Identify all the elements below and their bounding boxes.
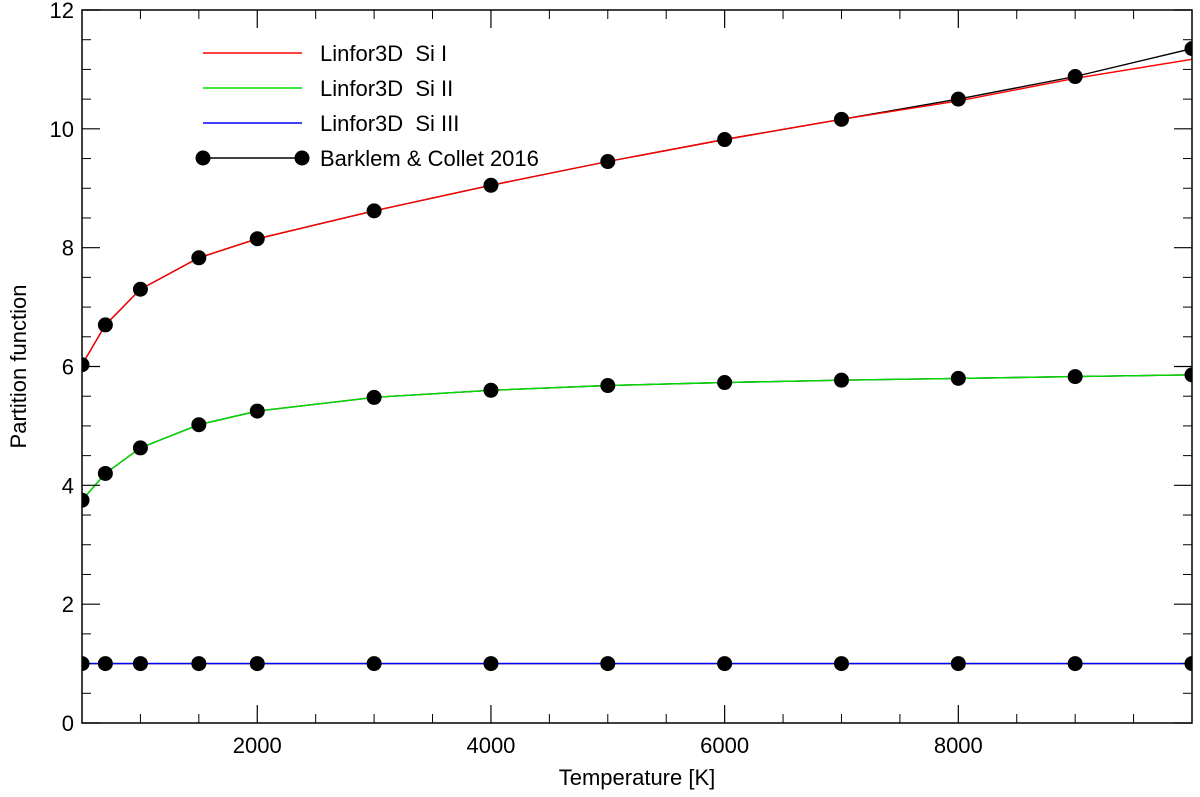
x-tick-label: 2000	[233, 733, 282, 758]
series-line	[82, 374, 1192, 501]
data-point	[366, 389, 382, 405]
data-point	[833, 372, 849, 388]
data-point	[717, 132, 733, 148]
data-point	[97, 465, 113, 481]
series-line	[82, 47, 1192, 366]
y-axis-label: Partition function	[6, 285, 31, 449]
series-line	[82, 58, 1192, 366]
data-point	[950, 656, 966, 672]
legend-marker	[294, 150, 310, 166]
data-point	[717, 656, 733, 672]
series-line	[82, 374, 1192, 501]
y-tick-label: 0	[62, 711, 74, 736]
data-point	[249, 656, 265, 672]
x-tick-label: 4000	[466, 733, 515, 758]
y-tick-label: 4	[62, 473, 74, 498]
data-point	[950, 370, 966, 386]
y-tick-label: 10	[50, 117, 74, 142]
x-tick-label: 6000	[700, 733, 749, 758]
legend-label: Linfor3D Si II	[320, 76, 453, 101]
data-point	[132, 281, 148, 297]
legend-marker	[195, 150, 211, 166]
data-point	[366, 203, 382, 219]
data-point	[1184, 367, 1192, 383]
legend-label: Linfor3D Si I	[320, 41, 447, 66]
data-point	[833, 111, 849, 127]
y-tick-label: 12	[50, 0, 74, 23]
data-point	[600, 656, 616, 672]
data-point	[132, 440, 148, 456]
data-point	[950, 91, 966, 107]
data-point	[82, 357, 90, 373]
data-point	[833, 656, 849, 672]
data-point	[600, 154, 616, 170]
data-point	[82, 492, 90, 508]
data-point	[483, 656, 499, 672]
data-point	[483, 177, 499, 193]
axes: 0 2 4 6 8 10 12 2000 4000 6000 8000	[50, 0, 1192, 758]
data-point	[1067, 69, 1083, 85]
legend: Linfor3D Si I Linfor3D Si II Linfor3D Si I…	[195, 41, 539, 171]
data-point	[717, 375, 733, 391]
legend-label: Linfor3D Si III	[320, 111, 459, 136]
data-point	[1067, 656, 1083, 672]
data-point	[191, 417, 207, 433]
data-point	[191, 250, 207, 266]
data-point	[1067, 369, 1083, 385]
y-tick-label: 8	[62, 236, 74, 261]
y-tick-label: 6	[62, 355, 74, 380]
y-tick-label: 2	[62, 592, 74, 617]
data-point	[1184, 41, 1192, 57]
data-point	[483, 382, 499, 398]
plot-marks	[82, 41, 1192, 672]
data-point	[97, 656, 113, 672]
data-point	[249, 231, 265, 247]
data-point	[249, 403, 265, 419]
x-axis-label: Temperature [K]	[559, 765, 716, 790]
data-point	[191, 656, 207, 672]
plot-frame	[81, 9, 1193, 724]
data-point	[600, 378, 616, 394]
data-point	[97, 317, 113, 333]
data-point	[366, 656, 382, 672]
data-point	[132, 656, 148, 672]
x-tick-label: 8000	[934, 733, 983, 758]
legend-label: Barklem & Collet 2016	[320, 146, 539, 171]
